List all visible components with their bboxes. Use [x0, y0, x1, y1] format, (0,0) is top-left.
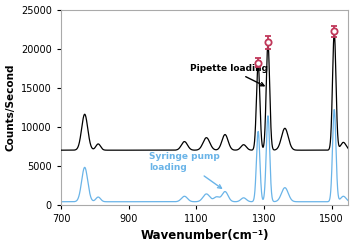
Y-axis label: Counts/Second: Counts/Second	[6, 63, 16, 151]
Text: Pipette loading: Pipette loading	[189, 64, 268, 86]
X-axis label: Wavenumber(cm⁻¹): Wavenumber(cm⁻¹)	[141, 229, 269, 243]
Text: Syringe pump
loading: Syringe pump loading	[149, 152, 222, 188]
